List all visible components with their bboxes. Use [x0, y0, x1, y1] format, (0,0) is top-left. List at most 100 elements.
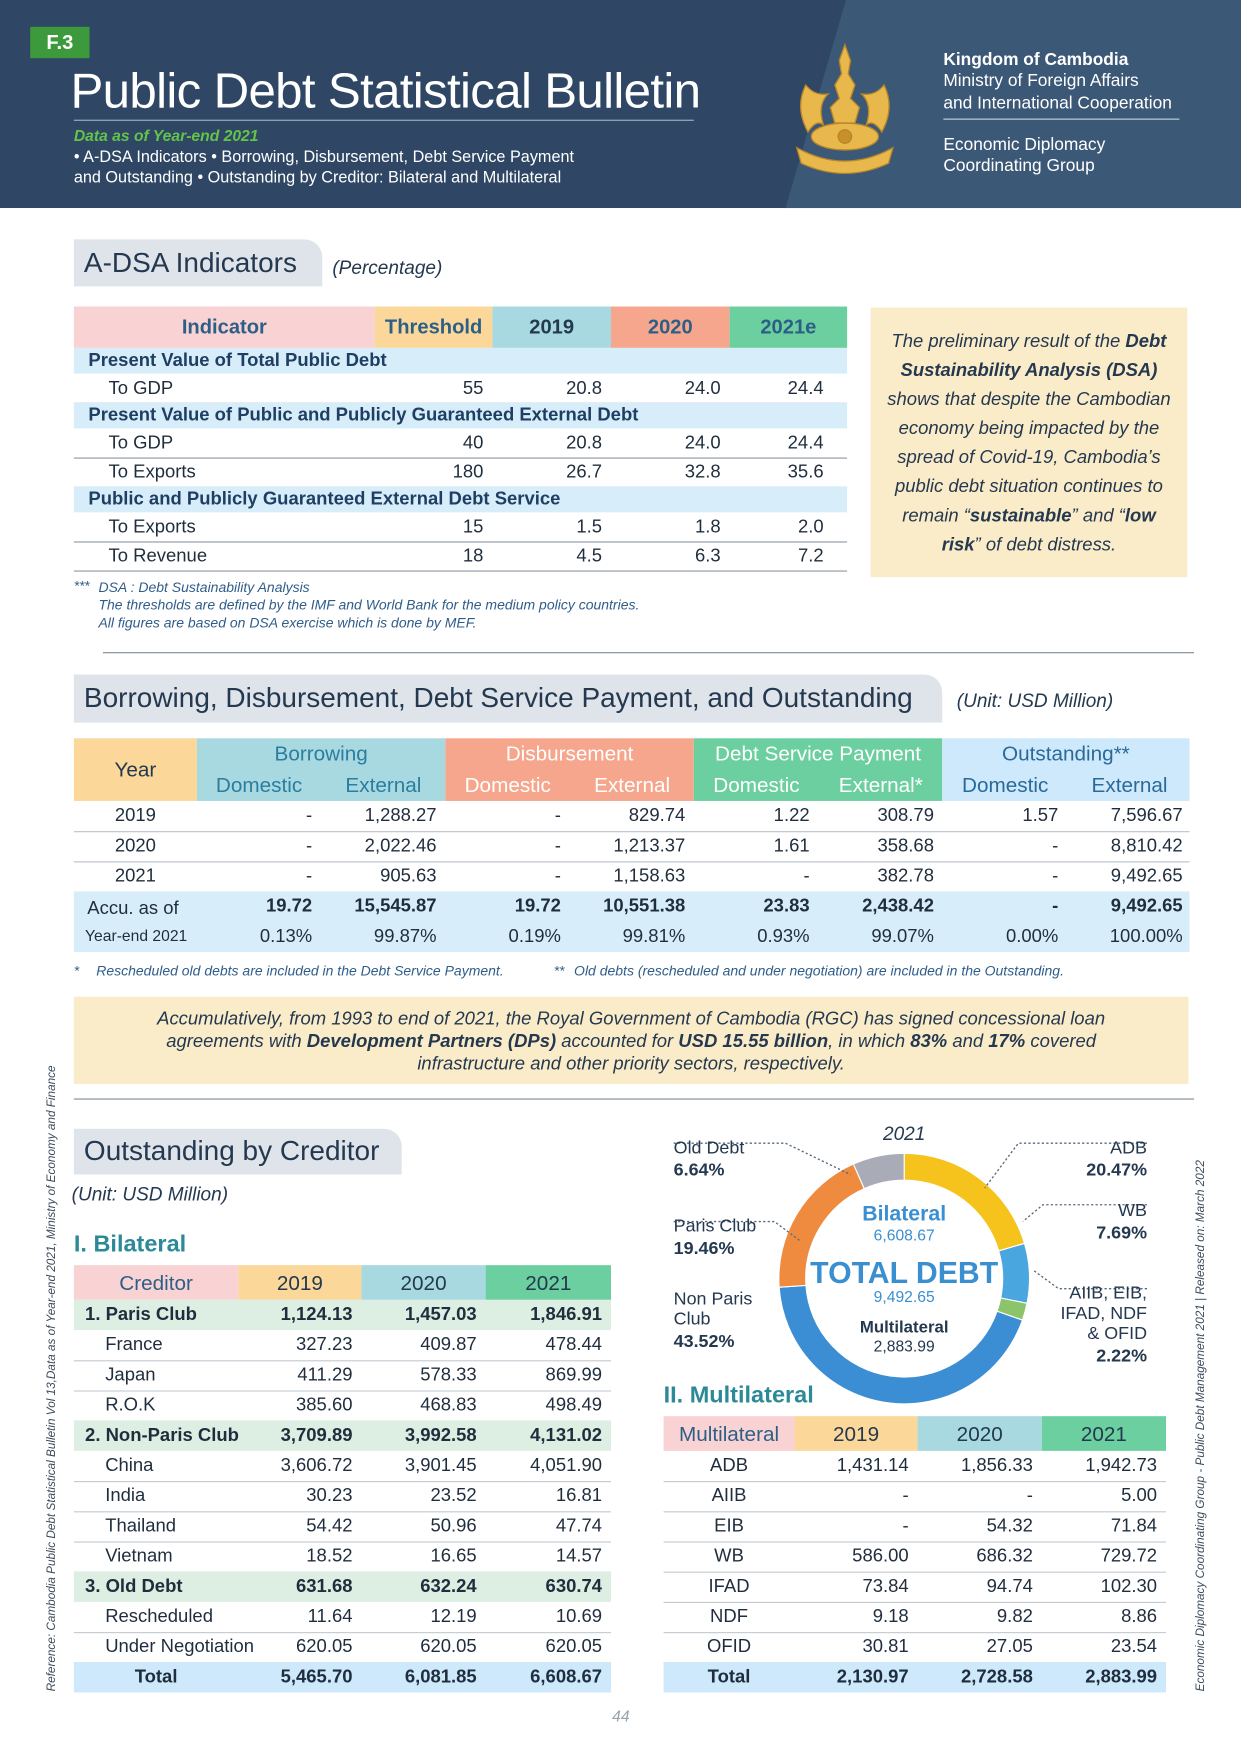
group-name: Economic Diplomacy — [943, 135, 1106, 155]
accu-band — [73, 891, 1190, 952]
text: Accumulatively, from 1993 to end of 2021… — [157, 1008, 1106, 1052]
value-cell: 1.61 — [773, 835, 810, 856]
value-cell: 8,810.42 — [1110, 835, 1183, 856]
value-cell: 4,051.90 — [530, 1455, 603, 1476]
table-header: 2020 — [361, 1265, 486, 1300]
table-header: Indicator — [73, 306, 375, 348]
row-label: To GDP — [108, 377, 174, 398]
segment-share: 2.22% — [1096, 1346, 1148, 1366]
summary-box: Accumulatively, from 1993 to end of 2021… — [73, 996, 1189, 1084]
footnote-mark: ** — [553, 963, 565, 979]
table-header: 2021 — [485, 1265, 611, 1300]
org-name: and International Cooperation — [943, 93, 1172, 113]
value-cell: 632.24 — [420, 1576, 477, 1597]
text: , in which — [828, 1031, 911, 1052]
table-header: 2020 — [610, 306, 730, 348]
value-cell: 905.63 — [380, 865, 437, 886]
value-cell: 620.05 — [545, 1636, 603, 1657]
sub-header: Domestic — [464, 772, 551, 797]
text: accounted for — [556, 1031, 679, 1052]
bold-text: USD 15.55 billion — [678, 1031, 829, 1052]
topics-line: and Outstanding • Outstanding by Credito… — [73, 168, 562, 187]
row-label: 2. Non-Paris Club — [85, 1425, 239, 1446]
table-header: 2020 — [917, 1416, 1042, 1451]
accu-total: 15,545.87 — [354, 896, 437, 917]
row-rule — [73, 861, 1190, 863]
dsa-callout: The preliminary result of the Debt Susta… — [870, 307, 1188, 578]
bilateral-value: 6,608.67 — [873, 1226, 935, 1244]
value-cell: 1,158.63 — [613, 865, 686, 886]
group-band — [73, 1299, 611, 1331]
accu-share: 99.81% — [622, 926, 686, 947]
sub-header: Domestic — [713, 772, 800, 797]
row-rule — [73, 1541, 611, 1543]
table-header: Borrowing — [274, 741, 368, 766]
value-cell: - — [1052, 835, 1059, 856]
text: ” and “ — [1071, 505, 1125, 526]
bold-text: low risk — [941, 505, 1156, 555]
value-cell: 1.5 — [576, 516, 603, 537]
year-cell: 2019 — [114, 805, 156, 826]
bold-text: Development Partners (DPs) — [306, 1031, 557, 1052]
value-cell: 4.5 — [576, 545, 603, 566]
row-rule — [663, 1632, 1167, 1634]
value-cell: 385.60 — [296, 1394, 353, 1416]
value-cell: 15 — [462, 516, 484, 537]
accu-share: 100.00% — [1109, 926, 1183, 947]
row-label: Under Negotiation — [105, 1636, 255, 1657]
value-cell: 6,608.67 — [530, 1666, 603, 1687]
bold-text: Debt Sustainability Analysis (DSA) — [900, 331, 1167, 381]
value-cell: - — [902, 1485, 909, 1506]
accu-total: 9,492.65 — [1110, 896, 1183, 917]
value-cell: - — [902, 1515, 909, 1536]
sub-header: External — [594, 772, 671, 797]
value-cell: - — [803, 865, 810, 886]
header-slant — [785, 0, 1241, 209]
total-band — [73, 1662, 611, 1693]
footnote: Old debts (rescheduled and under negotia… — [574, 963, 1064, 979]
value-cell: 586.00 — [852, 1545, 909, 1567]
row-label: China — [105, 1455, 154, 1476]
table-header-bg — [196, 738, 446, 801]
value-cell: 40 — [462, 432, 484, 453]
value-cell: 3,606.72 — [280, 1455, 353, 1476]
value-cell: 16.65 — [430, 1545, 477, 1567]
row-rule — [73, 1511, 611, 1513]
row-label: R.O.K — [105, 1394, 156, 1416]
value-cell: - — [306, 835, 313, 856]
row-label: IFAD — [708, 1576, 750, 1597]
table-header-bg — [942, 738, 1190, 801]
value-cell: 30.23 — [306, 1485, 353, 1506]
row-rule — [73, 1632, 611, 1634]
value-cell: 24.0 — [684, 432, 721, 453]
value-cell: - — [1026, 1485, 1033, 1506]
segment-name: IFAD, NDF — [1060, 1304, 1148, 1324]
bold-text: 17% — [988, 1031, 1026, 1052]
row-label: Total — [707, 1666, 751, 1687]
row-rule — [73, 831, 1190, 833]
topics-line: • A-DSA Indicators • Borrowing, Disburse… — [73, 148, 575, 167]
value-cell: 24.4 — [787, 432, 824, 453]
group-band — [73, 1420, 611, 1451]
sub-header: External — [345, 772, 422, 797]
value-cell: 1,457.03 — [404, 1304, 477, 1325]
value-cell: 12.19 — [430, 1606, 477, 1627]
value-cell: 47.74 — [555, 1515, 603, 1536]
row-label: OFID — [706, 1636, 752, 1657]
value-cell: 6,081.85 — [404, 1666, 477, 1687]
value-cell: 3,992.58 — [404, 1425, 477, 1446]
value-cell: 20.8 — [566, 432, 603, 453]
table-title: II. Multilateral — [663, 1382, 814, 1409]
value-cell: - — [554, 805, 561, 826]
bold-text: sustainable — [969, 505, 1072, 526]
value-cell: 7.2 — [797, 545, 824, 566]
table-header: Year — [114, 757, 157, 781]
footnote: All figures are based on DSA exercise wh… — [98, 614, 477, 631]
value-cell: 829.74 — [628, 805, 686, 826]
value-cell: 10.69 — [555, 1606, 603, 1627]
leader-line — [673, 1142, 851, 1176]
accu-share: 0.13% — [259, 926, 313, 947]
value-cell: 578.33 — [420, 1364, 477, 1385]
segment-share: 7.69% — [1096, 1223, 1148, 1243]
table-header: 2019 — [492, 306, 611, 348]
